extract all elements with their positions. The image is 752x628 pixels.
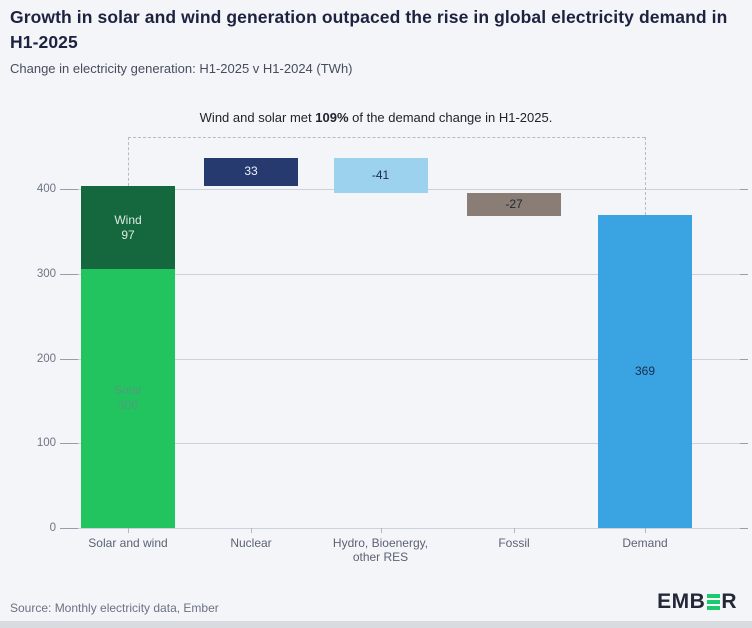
y-axis-label-400: 400 [36, 183, 56, 195]
page-title: Growth in solar and wind generation outp… [10, 7, 728, 52]
ytick-left-400 [60, 189, 78, 190]
xtick-1 [251, 528, 252, 533]
ytick-left-200 [60, 358, 78, 360]
bar-value-label: 33 [244, 164, 258, 179]
gridline-0 [60, 528, 748, 529]
y-axis-label-0: 0 [49, 522, 56, 534]
x-axis-label-4: Demand [622, 536, 668, 550]
bracket-right-dash [645, 137, 646, 216]
bar-value-label: -41 [371, 167, 390, 182]
ember-logo-text-emb: EMB [657, 590, 706, 613]
bar-value-label: -27 [505, 196, 523, 211]
chart-annotation: Wind and solar met 109% of the demand ch… [0, 110, 752, 125]
ytick-right-0 [740, 528, 748, 529]
gridline-300 [60, 273, 748, 275]
bar-fossil [467, 193, 561, 217]
x-axis-label-0: Solar and wind [88, 536, 168, 550]
bar-value-label: 369 [634, 363, 656, 378]
bracket-horizontal-dash [128, 137, 645, 138]
bar-demand [598, 215, 692, 528]
annotation-bold-value: 109% [315, 110, 349, 125]
x-axis-label-1: Nuclear [230, 536, 272, 550]
ember-logo-e-bars-icon [706, 594, 720, 610]
xtick-3 [514, 528, 515, 533]
y-axis-label-300: 300 [36, 267, 56, 280]
gridline-100 [60, 443, 748, 445]
gridline-200 [60, 358, 748, 360]
bracket-left-dash [128, 137, 129, 187]
annotation-suffix: of the demand change in H1-2025. [348, 110, 553, 125]
window-bottom-edge [0, 621, 752, 628]
ytick-right-400 [740, 189, 748, 190]
bar-segment-wind [81, 186, 175, 269]
x-axis-label-3: Fossil [498, 536, 530, 550]
ytick-right-100 [740, 443, 748, 445]
chart-subtitle: Change in electricity generation: H1-202… [10, 61, 353, 76]
ytick-right-200 [740, 358, 748, 360]
ember-logo: EMB R [657, 590, 737, 614]
ytick-left-100 [60, 443, 78, 445]
xtick-4 [645, 528, 646, 533]
xtick-0 [128, 528, 129, 533]
bar-hydro-bioenergy-other-res [333, 158, 428, 194]
bar-nuclear [204, 158, 298, 187]
y-axis-label-200: 200 [36, 352, 56, 365]
bar-segment-solar [81, 268, 175, 528]
bar-label-solar: Solar 306 [113, 383, 142, 413]
ytick-right-300 [740, 273, 748, 275]
ytick-left-300 [60, 273, 78, 275]
annotation-prefix: Wind and solar met [199, 110, 316, 125]
ember-logo-text-r: R [721, 590, 737, 613]
bar-label-wind: Wind 97 [114, 212, 142, 242]
y-axis-label-100: 100 [36, 437, 56, 450]
xtick-2 [380, 528, 382, 533]
x-axis-label-2: Hydro, Bioenergy, other RES [332, 536, 429, 564]
ytick-left-0 [60, 528, 78, 529]
source-note: Source: Monthly electricity data, Ember [10, 601, 219, 615]
